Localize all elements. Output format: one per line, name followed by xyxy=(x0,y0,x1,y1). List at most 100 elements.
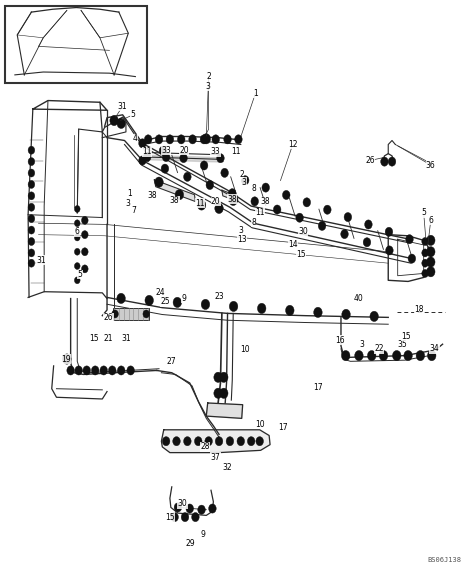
Text: 15: 15 xyxy=(401,332,411,341)
Text: 1: 1 xyxy=(254,89,258,98)
Circle shape xyxy=(197,200,206,210)
Text: 22: 22 xyxy=(374,344,383,353)
Circle shape xyxy=(159,146,167,155)
Circle shape xyxy=(273,205,281,214)
Circle shape xyxy=(166,135,173,144)
Circle shape xyxy=(221,168,228,177)
Circle shape xyxy=(82,216,88,224)
Text: 19: 19 xyxy=(61,355,71,364)
Text: 33: 33 xyxy=(211,148,220,156)
Circle shape xyxy=(181,513,189,522)
Circle shape xyxy=(127,366,135,375)
Circle shape xyxy=(186,504,193,513)
Circle shape xyxy=(82,231,88,239)
Circle shape xyxy=(28,249,35,257)
Text: 31: 31 xyxy=(118,102,128,111)
Circle shape xyxy=(28,146,35,154)
Circle shape xyxy=(63,354,71,364)
Circle shape xyxy=(155,177,163,187)
Circle shape xyxy=(215,436,223,446)
Text: 26: 26 xyxy=(104,313,113,322)
Circle shape xyxy=(74,234,80,241)
Circle shape xyxy=(355,351,363,361)
Text: 14: 14 xyxy=(288,240,298,249)
Circle shape xyxy=(370,311,378,321)
Text: 10: 10 xyxy=(241,345,250,355)
Circle shape xyxy=(379,351,388,361)
Circle shape xyxy=(144,153,151,162)
Circle shape xyxy=(422,269,428,277)
Text: 3: 3 xyxy=(125,198,130,208)
Text: 27: 27 xyxy=(166,357,176,366)
Circle shape xyxy=(143,310,150,318)
Circle shape xyxy=(237,436,245,446)
Text: 24: 24 xyxy=(155,288,165,297)
Text: 7: 7 xyxy=(131,206,137,215)
Text: 15: 15 xyxy=(165,513,175,522)
Text: 11: 11 xyxy=(143,148,152,156)
Circle shape xyxy=(235,135,242,144)
Text: 9: 9 xyxy=(182,294,186,303)
Circle shape xyxy=(201,299,210,309)
Circle shape xyxy=(28,259,35,267)
Circle shape xyxy=(112,310,118,318)
Circle shape xyxy=(28,214,35,223)
Circle shape xyxy=(388,157,396,166)
Text: 35: 35 xyxy=(398,340,407,349)
Circle shape xyxy=(110,116,118,126)
Circle shape xyxy=(145,295,154,305)
Circle shape xyxy=(215,203,223,213)
Circle shape xyxy=(241,176,249,185)
Text: 6: 6 xyxy=(75,227,80,236)
Circle shape xyxy=(100,366,108,375)
Circle shape xyxy=(214,388,222,399)
Circle shape xyxy=(342,309,350,320)
Circle shape xyxy=(385,227,393,236)
Circle shape xyxy=(324,205,331,214)
Text: 38: 38 xyxy=(147,192,157,200)
Circle shape xyxy=(229,195,237,205)
Circle shape xyxy=(427,257,435,267)
Text: 3: 3 xyxy=(242,178,246,186)
Circle shape xyxy=(177,135,185,144)
Text: BS06J138: BS06J138 xyxy=(428,557,462,563)
Circle shape xyxy=(109,366,116,375)
Circle shape xyxy=(283,190,290,200)
Circle shape xyxy=(155,135,163,144)
Circle shape xyxy=(226,436,234,446)
Circle shape xyxy=(303,198,310,207)
Circle shape xyxy=(229,301,238,312)
Circle shape xyxy=(428,351,436,361)
Circle shape xyxy=(162,153,170,162)
Circle shape xyxy=(251,197,258,206)
Circle shape xyxy=(406,235,413,244)
Text: 3: 3 xyxy=(238,225,243,235)
Circle shape xyxy=(257,303,266,313)
Circle shape xyxy=(28,158,35,166)
Circle shape xyxy=(318,221,326,231)
Circle shape xyxy=(386,246,393,255)
Text: 11: 11 xyxy=(195,198,205,208)
Text: 38: 38 xyxy=(228,195,237,204)
Circle shape xyxy=(28,180,35,188)
Text: 34: 34 xyxy=(429,344,439,353)
Text: 40: 40 xyxy=(354,294,364,303)
Circle shape xyxy=(314,307,322,317)
Circle shape xyxy=(173,436,180,446)
Text: 18: 18 xyxy=(414,305,424,315)
Circle shape xyxy=(206,180,214,189)
Circle shape xyxy=(214,372,222,383)
Text: 11: 11 xyxy=(255,208,264,217)
Circle shape xyxy=(28,203,35,211)
Circle shape xyxy=(205,436,212,446)
Circle shape xyxy=(212,135,219,144)
Text: 9: 9 xyxy=(201,530,205,539)
Circle shape xyxy=(74,277,80,284)
Circle shape xyxy=(202,134,210,144)
Text: 20: 20 xyxy=(179,146,189,154)
Text: 16: 16 xyxy=(335,336,345,345)
Circle shape xyxy=(28,192,35,200)
Text: 11: 11 xyxy=(231,148,241,156)
Circle shape xyxy=(404,351,412,361)
Polygon shape xyxy=(155,180,195,201)
